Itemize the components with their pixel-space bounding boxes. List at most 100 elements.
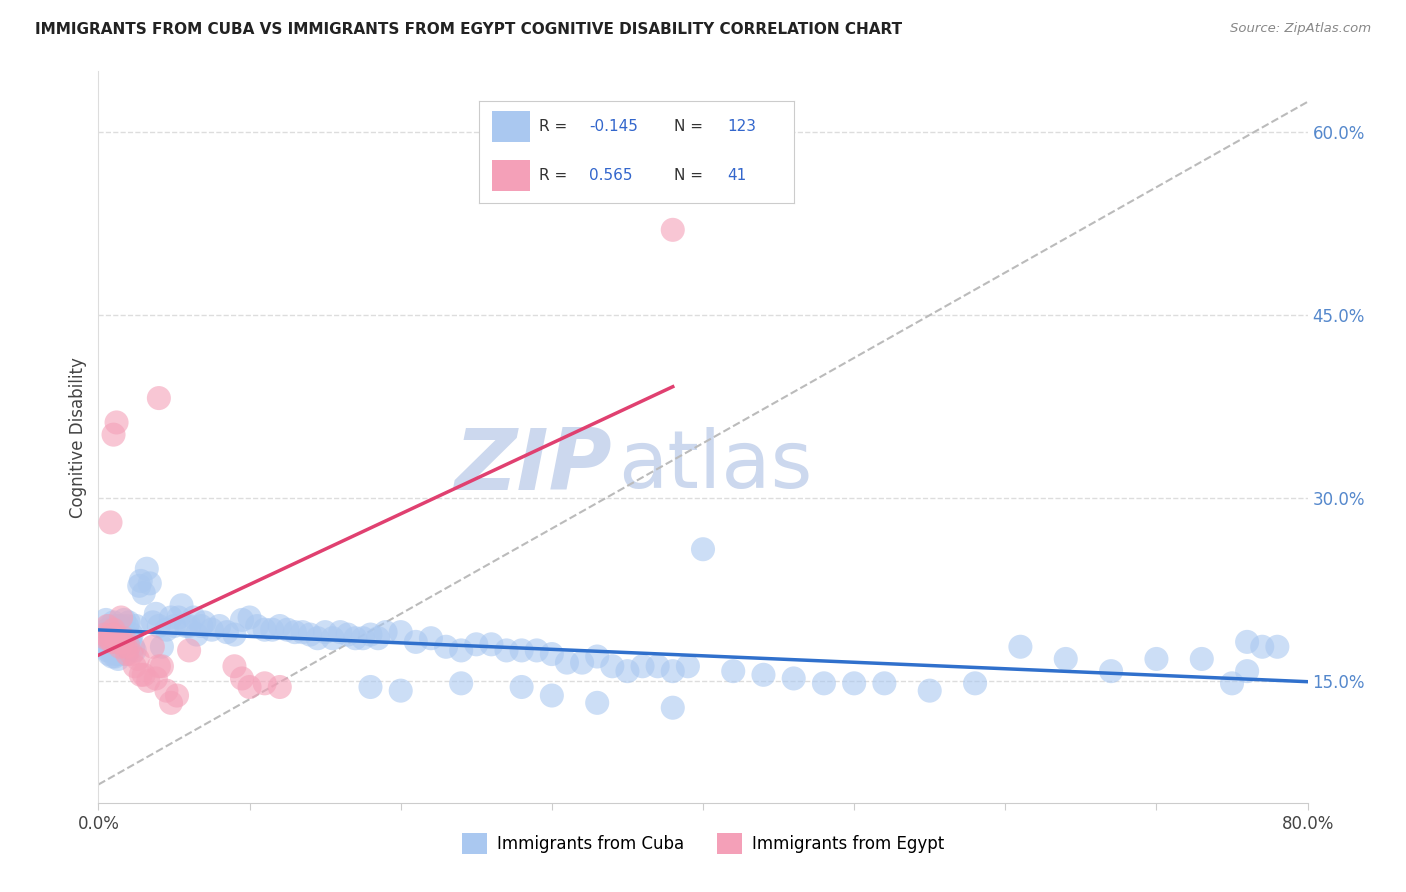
Point — [108, 647, 131, 661]
Point — [100, 643, 122, 657]
Point — [104, 649, 127, 664]
Point — [100, 516, 122, 530]
Point — [344, 632, 367, 646]
Point — [1251, 640, 1274, 654]
Point — [661, 664, 683, 678]
Point — [269, 680, 291, 694]
Point — [107, 627, 129, 641]
Point — [193, 615, 215, 630]
Point — [96, 643, 118, 657]
Point — [103, 615, 125, 630]
Point — [540, 647, 562, 661]
Point — [148, 619, 170, 633]
Point — [105, 647, 128, 661]
Point — [360, 680, 382, 694]
Point — [450, 643, 472, 657]
Point — [246, 619, 269, 633]
Point — [111, 627, 134, 641]
Point — [723, 664, 745, 678]
Point — [179, 619, 201, 633]
Point — [124, 643, 146, 657]
Point — [160, 610, 183, 624]
Point — [120, 632, 142, 646]
Point — [262, 623, 284, 637]
Point — [132, 586, 155, 600]
Point — [100, 627, 122, 641]
Point — [150, 640, 173, 654]
Point — [167, 610, 190, 624]
Point — [101, 635, 124, 649]
Text: ZIP: ZIP — [454, 425, 613, 508]
Point — [224, 659, 246, 673]
Point — [98, 632, 121, 646]
Point — [115, 647, 138, 661]
Point — [148, 659, 170, 673]
Point — [336, 627, 359, 641]
Point — [96, 623, 118, 637]
Point — [129, 667, 152, 681]
Point — [540, 689, 562, 703]
Point — [112, 632, 135, 646]
Point — [98, 647, 121, 661]
Point — [231, 672, 253, 686]
Point — [108, 640, 131, 654]
Point — [465, 637, 488, 651]
Point — [299, 627, 322, 641]
Point — [692, 542, 714, 557]
Point — [94, 613, 117, 627]
Point — [160, 696, 183, 710]
Point — [352, 632, 374, 646]
Point — [586, 649, 609, 664]
Point — [110, 610, 132, 624]
Point — [121, 647, 143, 661]
Point — [101, 623, 124, 637]
Point — [101, 649, 124, 664]
Point — [107, 652, 129, 666]
Point — [661, 700, 683, 714]
Point — [170, 599, 193, 613]
Point — [450, 676, 472, 690]
Point — [231, 613, 253, 627]
Point — [128, 579, 150, 593]
Point — [329, 625, 352, 640]
Point — [148, 391, 170, 405]
Point — [253, 676, 276, 690]
Point — [129, 574, 152, 588]
Point — [276, 623, 298, 637]
Point — [155, 623, 177, 637]
Point — [752, 667, 775, 681]
Point — [510, 680, 533, 694]
Point — [114, 647, 136, 661]
Point — [100, 627, 122, 641]
Point — [676, 659, 699, 673]
Point — [145, 607, 167, 621]
Point — [224, 627, 246, 641]
Point — [145, 672, 167, 686]
Point — [103, 640, 125, 654]
Point — [155, 683, 177, 698]
Point — [190, 619, 212, 633]
Point — [166, 689, 188, 703]
Point — [103, 623, 125, 637]
Point — [201, 623, 224, 637]
Point — [586, 696, 609, 710]
Point — [239, 680, 262, 694]
Point — [434, 640, 457, 654]
Point — [108, 623, 131, 637]
Point — [115, 619, 138, 633]
Point — [118, 640, 141, 654]
Point — [104, 632, 127, 646]
Point — [389, 625, 412, 640]
Point — [307, 632, 329, 646]
Point — [179, 643, 201, 657]
Point — [813, 676, 835, 690]
Point — [1010, 640, 1032, 654]
Point — [93, 627, 115, 641]
Text: IMMIGRANTS FROM CUBA VS IMMIGRANTS FROM EGYPT COGNITIVE DISABILITY CORRELATION C: IMMIGRANTS FROM CUBA VS IMMIGRANTS FROM … — [35, 22, 903, 37]
Point — [420, 632, 443, 646]
Point — [1236, 635, 1258, 649]
Point — [124, 659, 146, 673]
Point — [374, 625, 396, 640]
Point — [314, 625, 336, 640]
Point — [495, 643, 517, 657]
